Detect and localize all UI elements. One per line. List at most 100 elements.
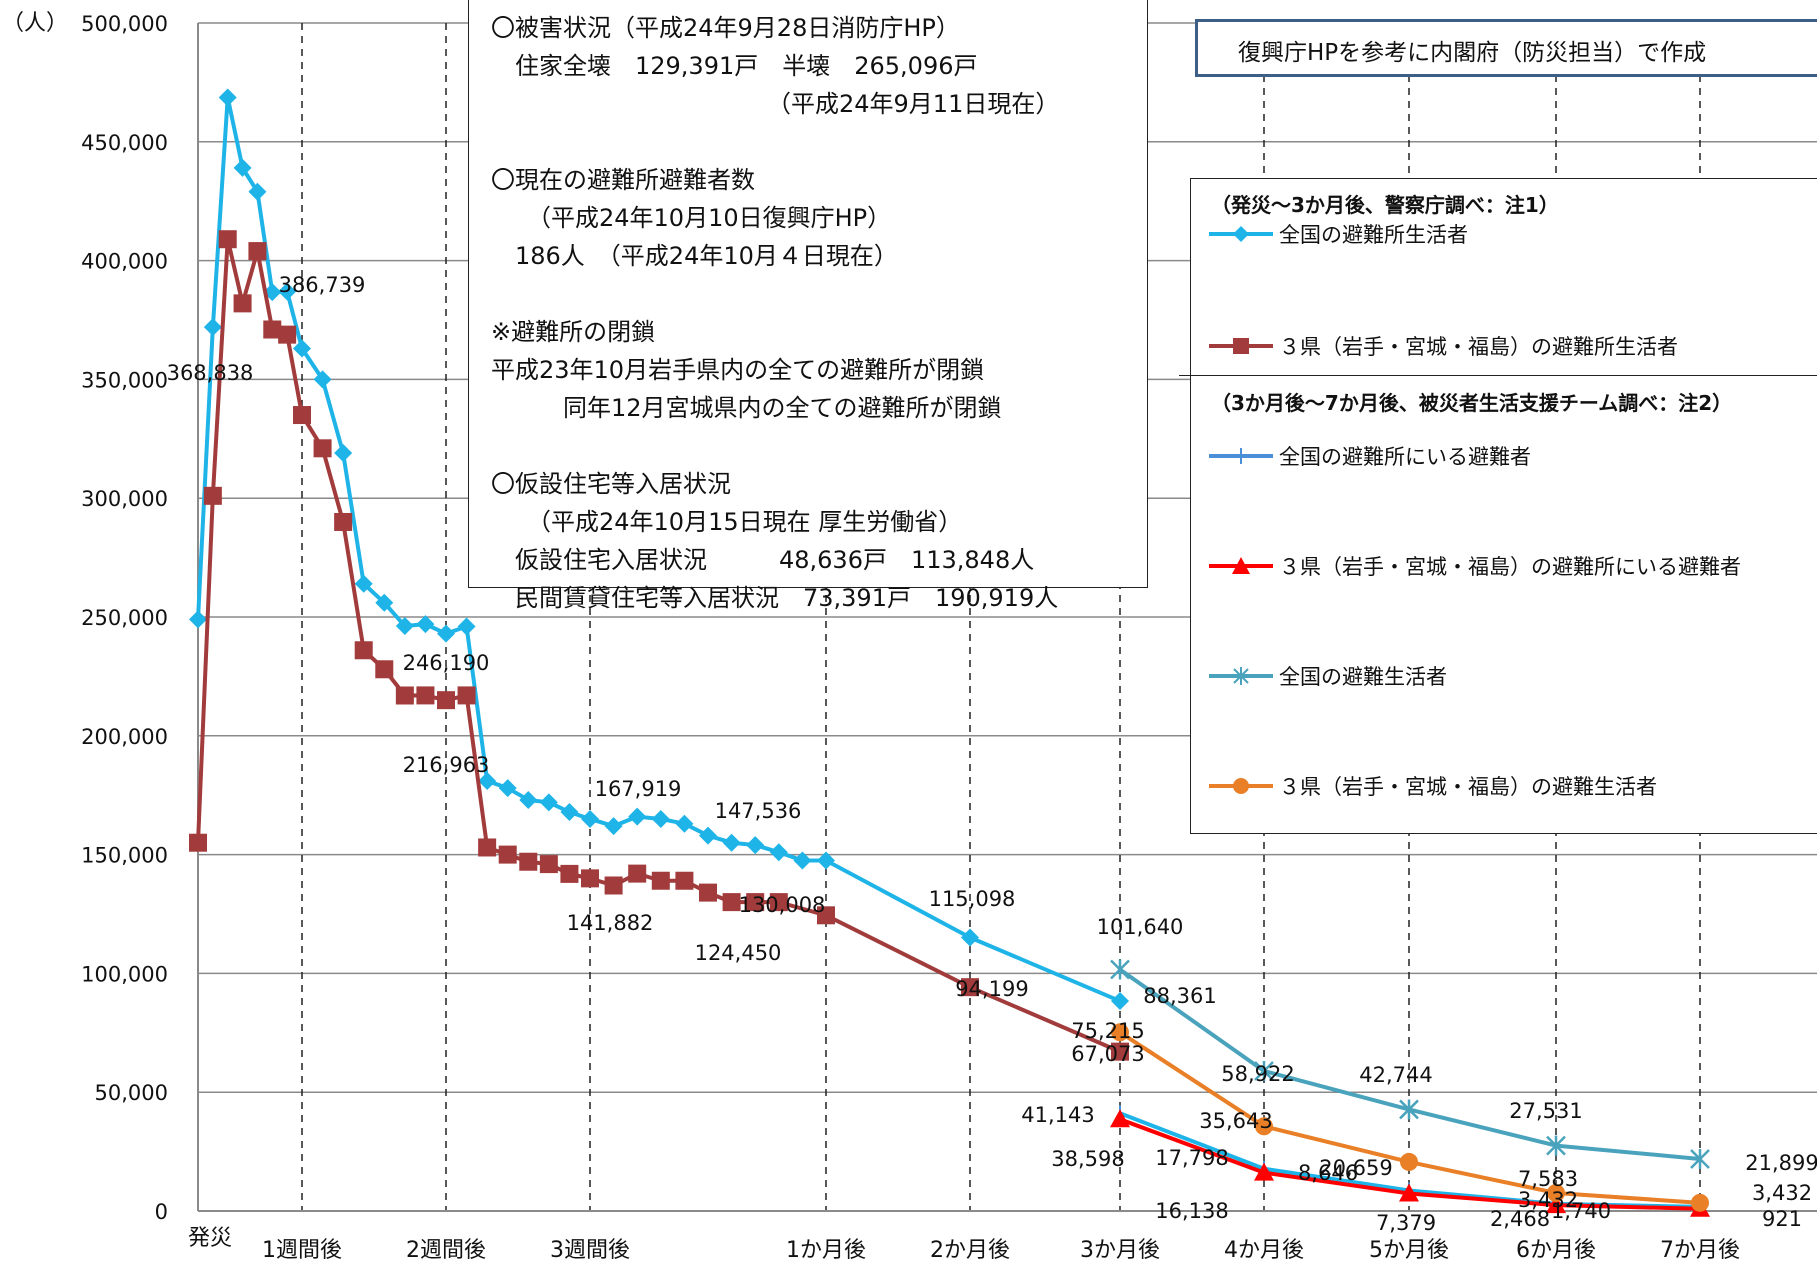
data-label: 7,379 xyxy=(1376,1211,1436,1235)
data-point-diamond xyxy=(746,836,765,855)
info-line: 住家全壊 129,391戸 半壊 265,096戸 xyxy=(491,52,978,80)
data-point-diamond xyxy=(233,158,252,177)
y-tick-label: 0 xyxy=(155,1200,168,1224)
data-point-square xyxy=(675,871,694,890)
x-tick-label: 6か月後 xyxy=(1516,1238,1596,1263)
legend-label: 全国の避難生活者 xyxy=(1279,665,1447,689)
data-label: 16,138 xyxy=(1155,1199,1228,1223)
data-point-square xyxy=(478,838,497,857)
y-tick-label: 350,000 xyxy=(81,368,168,392)
data-point-diamond xyxy=(793,851,812,870)
info-line: 〇現在の避難所避難者数 xyxy=(491,166,755,194)
data-label: 124,450 xyxy=(695,941,782,965)
data-label: 38,598 xyxy=(1051,1147,1124,1171)
data-point-diamond xyxy=(248,182,267,201)
data-label: 130,008 xyxy=(739,893,826,917)
info-line xyxy=(491,275,1147,313)
data-point-square xyxy=(604,876,623,895)
data-point-star xyxy=(1546,1135,1566,1156)
data-label: 147,536 xyxy=(715,799,802,823)
data-point-square xyxy=(746,893,765,912)
data-point-square xyxy=(218,230,237,249)
data-label: 88,361 xyxy=(1143,984,1216,1008)
data-point-square xyxy=(375,660,394,679)
data-point-diamond xyxy=(675,814,694,833)
data-point-square xyxy=(416,686,435,705)
data-label: 216,963 xyxy=(403,753,490,777)
x-tick-label: 3か月後 xyxy=(1080,1238,1160,1263)
data-point-diamond xyxy=(437,624,455,643)
legend-label: 全国の避難所生活者 xyxy=(1279,223,1468,247)
data-point-diamond xyxy=(375,593,394,612)
data-point-star xyxy=(1690,1148,1710,1169)
x-tick-label: 5か月後 xyxy=(1369,1238,1449,1263)
data-label: 3,432 xyxy=(1752,1181,1812,1205)
data-point-diamond xyxy=(651,809,670,828)
data-point-diamond xyxy=(334,444,353,463)
source-note: 復興庁HPを参考に内閣府（防災担当）で作成 xyxy=(1195,19,1817,77)
legend-marker-square-icon xyxy=(1209,338,1273,354)
data-point-diamond xyxy=(961,928,979,947)
y-tick-label: 200,000 xyxy=(81,725,168,749)
data-point-square xyxy=(817,906,835,925)
data-label: 2,468 xyxy=(1490,1207,1550,1231)
x-tick-label: 1か月後 xyxy=(786,1238,866,1263)
data-point-star xyxy=(1254,1061,1274,1081)
source-note-text: 復興庁HPを参考に内閣府（防災担当）で作成 xyxy=(1238,40,1707,66)
legend-label: 全国の避難所にいる避難者 xyxy=(1279,445,1531,469)
series-layer xyxy=(189,88,1710,1217)
info-line: ※避難所の閉鎖 xyxy=(491,318,656,346)
data-point-diamond xyxy=(628,807,647,826)
data-point-square xyxy=(278,325,297,344)
data-point-square xyxy=(498,845,517,864)
legend-marker-plus-icon xyxy=(1209,448,1273,464)
legend: （発災～3か月後、警察庁調べ：注1） 全国の避難所生活者 ３県（岩手・宮城・福島… xyxy=(1179,178,1817,834)
data-point-diamond xyxy=(278,282,297,301)
data-point-circle xyxy=(1691,1193,1709,1212)
x-tick-label: 2週間後 xyxy=(406,1238,486,1263)
data-point-square xyxy=(395,686,414,705)
data-label: 141,882 xyxy=(567,911,654,935)
data-label: 8,646 xyxy=(1298,1161,1358,1185)
x-tick-label: 発災 xyxy=(188,1226,232,1251)
y-tick-label: 300,000 xyxy=(81,487,168,511)
legend-marker-circle-icon xyxy=(1209,778,1273,794)
legend-marker-triangle-icon xyxy=(1209,557,1273,574)
data-point-diamond xyxy=(203,318,222,337)
x-tick-label: 2か月後 xyxy=(930,1238,1010,1263)
info-line xyxy=(491,123,1147,161)
data-point-diamond xyxy=(416,615,435,634)
y-tick-label: 100,000 xyxy=(81,962,168,986)
legend-label: ３県（岩手・宮城・福島）の避難所にいる避難者 xyxy=(1279,555,1741,579)
x-tick-label: 7か月後 xyxy=(1660,1238,1740,1263)
data-point-diamond xyxy=(722,833,741,852)
data-point-diamond xyxy=(218,88,237,107)
legend-item-national-evacuees: 全国の避難生活者 xyxy=(1207,661,1447,691)
legend-marker-star-icon xyxy=(1209,667,1273,685)
data-point-triangle xyxy=(1110,1109,1130,1128)
data-label: 167,919 xyxy=(595,777,682,801)
data-point-diamond xyxy=(581,809,599,828)
data-label: 67,073 xyxy=(1071,1042,1144,1066)
data-point-star xyxy=(1110,959,1130,980)
info-line: 186人 （平成24年10月４日現在） xyxy=(491,242,898,270)
data-point-square xyxy=(437,691,455,710)
legend-item-3pref-evacuees: ３県（岩手・宮城・福島）の避難生活者 xyxy=(1207,771,1657,801)
data-label: 3,432 xyxy=(1518,1188,1578,1212)
legend-item-3pref-in-shelter: ３県（岩手・宮城・福島）の避難所にいる避難者 xyxy=(1207,551,1741,581)
info-box: 〇被害状況（平成24年9月28日消防庁HP） 住家全壊 129,391戸 半壊 … xyxy=(468,0,1148,612)
info-line: （平成24年9月11日現在） xyxy=(491,90,1060,118)
legend-label: ３県（岩手・宮城・福島）の避難生活者 xyxy=(1279,775,1657,799)
data-point-circle xyxy=(1400,1152,1418,1171)
data-point-diamond xyxy=(604,817,623,836)
data-point-diamond xyxy=(539,793,558,812)
data-point-circle xyxy=(1255,1117,1273,1136)
data-label: 246,190 xyxy=(403,651,490,675)
data-point-diamond xyxy=(817,851,835,870)
axes: 0 50,000 100,000 150,000 200,000 250,000 300,0… xyxy=(81,12,1817,1263)
data-point-square xyxy=(263,320,282,339)
data-point-square xyxy=(628,864,647,883)
data-point-square xyxy=(519,852,538,871)
data-point-diamond xyxy=(519,790,538,809)
data-point-diamond xyxy=(498,779,517,798)
